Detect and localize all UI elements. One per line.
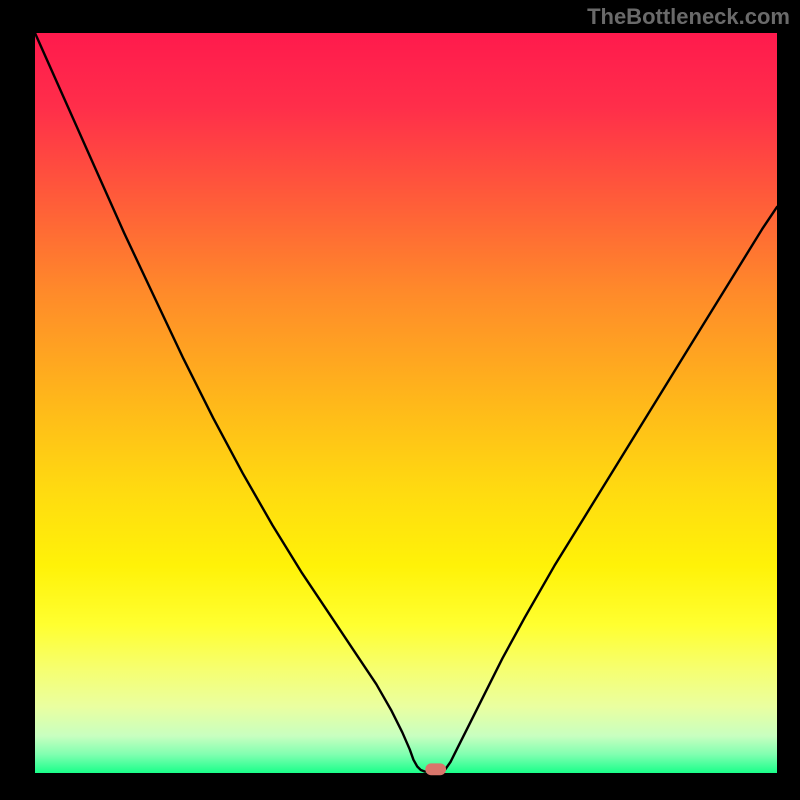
watermark-text: TheBottleneck.com: [587, 4, 790, 30]
bottleneck-chart: [0, 0, 800, 800]
chart-container: TheBottleneck.com: [0, 0, 800, 800]
chart-plot-area: [35, 33, 777, 773]
optimal-point-marker: [425, 763, 446, 775]
